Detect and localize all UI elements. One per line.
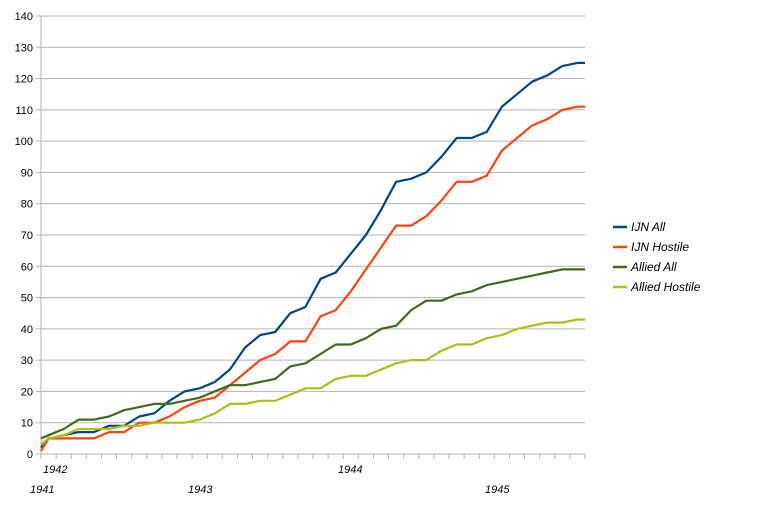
y-tick-label: 0 [27,449,33,461]
legend: IJN All IJN Hostile Allied All Allied Hosti… [613,220,701,294]
y-tick-label: 70 [21,230,33,242]
y-tick-label: 120 [15,74,33,86]
y-tick-label: 140 [15,11,33,23]
series-line-0 [40,61,585,449]
y-tick-label: 110 [15,105,33,117]
legend-label: Allied All [630,260,677,274]
series-line-2 [40,268,585,440]
y-tick-label: 10 [21,418,33,430]
series-line-3 [40,318,585,446]
x-tick-label: 1943 [188,484,213,496]
y-tick-label: 30 [21,355,33,367]
x-tick-label: 1941 [30,484,54,496]
y-tick-label: 60 [21,261,33,273]
legend-label: Allied Hostile [630,280,701,294]
y-tick-label: 20 [21,386,33,398]
y-tick-label: 100 [15,136,33,148]
x-tick-label: 1944 [338,464,362,476]
x-axis-tick-labels: 1942 1944 1941 1943 1945 [30,464,510,496]
series-line-1 [40,105,585,452]
axes [40,16,585,455]
y-tick-label: 80 [21,199,33,211]
x-tick-label: 1945 [485,484,510,496]
legend-label: IJN All [631,220,666,234]
legend-label: IJN Hostile [631,240,689,254]
series-lines [40,61,585,452]
y-tick-label: 90 [21,167,33,179]
gridlines [36,15,586,459]
x-tick-label: 1942 [43,464,67,476]
y-tick-label: 40 [21,324,33,336]
y-tick-label: 130 [15,42,33,54]
y-tick-label: 50 [21,293,33,305]
y-axis-tick-labels: 0 10 20 30 40 50 60 70 80 90 100 110 120 130 140 [15,11,33,461]
